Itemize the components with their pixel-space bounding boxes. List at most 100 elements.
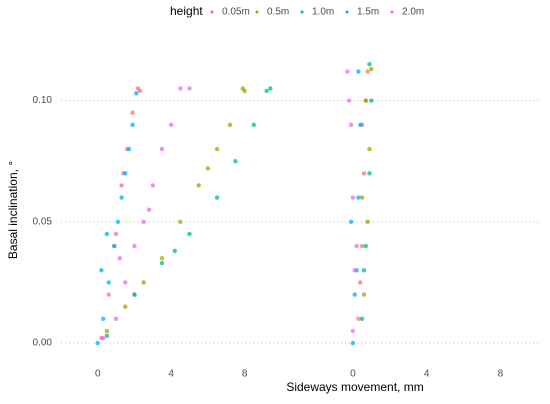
legend-swatch [255,10,259,14]
point [363,243,368,249]
point [132,243,137,249]
point [106,292,111,297]
point [264,88,269,94]
point [227,122,233,128]
point [369,66,374,72]
point [104,231,110,237]
point [150,183,156,188]
point [361,171,367,176]
legend-label: 0.05m [222,7,250,18]
point [134,91,139,96]
point [352,268,357,273]
y-tick-label: 0.00 [33,338,53,349]
legend-swatch [300,10,304,14]
point [126,146,132,152]
point [99,268,104,273]
point [346,98,352,103]
point [130,110,135,115]
legend-swatch [210,10,214,14]
point [345,69,350,74]
point [214,195,220,200]
point [178,219,183,225]
point [361,292,367,297]
point [178,86,183,91]
point [367,62,372,67]
point [132,292,137,297]
point [358,280,363,285]
point [356,316,361,321]
point [141,280,146,285]
x-tick-label: 4 [424,369,430,380]
point [356,69,361,74]
point [115,219,121,225]
x-tick-label: 4 [168,369,174,380]
point [159,255,165,261]
x-tick-label: 0 [95,369,101,380]
point [251,122,256,128]
point [187,86,192,91]
point [367,146,372,152]
point [117,255,122,261]
point [242,88,247,94]
point [356,195,361,200]
point [363,98,368,103]
point [350,328,356,334]
point [130,122,135,128]
point [196,183,201,188]
point [187,231,192,237]
legend-swatch [345,10,349,14]
point [365,219,370,225]
y-tick-label: 0.05 [33,216,53,227]
y-axis-label: Basal inclination, ° [6,161,20,259]
x-tick-label: 0 [350,369,356,380]
point [172,248,178,254]
legend-label: 1.0m [312,7,334,18]
point [369,98,374,103]
point [354,243,359,249]
point [365,69,370,74]
point [113,231,119,237]
point [104,328,110,334]
legend-title: height [170,4,203,18]
point [348,122,354,128]
point [359,195,365,200]
point [101,316,106,321]
point [352,292,357,297]
point [113,316,119,321]
x-axis-label: Sideways movement, mm [286,380,423,394]
point [123,280,128,285]
point [205,166,211,171]
point [95,340,100,346]
y-tick-label: 0.10 [33,95,53,106]
point [101,335,106,341]
legend-label: 1.5m [357,7,379,18]
point [348,219,354,225]
point [168,122,174,128]
legend-label: 0.5m [267,7,289,18]
point [123,304,128,309]
point [350,340,356,346]
point [214,146,220,152]
point [361,268,367,273]
point [119,195,124,200]
point [104,333,110,338]
x-tick-label: 8 [242,369,248,380]
legend-swatch [390,10,394,14]
point [123,171,128,176]
point [359,316,365,321]
point [137,88,143,94]
point [159,260,165,266]
point [106,280,111,285]
x-tick-label: 8 [498,369,504,380]
point [141,219,146,225]
point [112,243,117,249]
legend-label: 2.0m [402,7,424,18]
point [159,146,165,152]
point [350,195,356,200]
point [367,171,372,176]
point [119,183,124,188]
point [146,207,152,212]
point [358,122,363,128]
point [359,243,365,249]
